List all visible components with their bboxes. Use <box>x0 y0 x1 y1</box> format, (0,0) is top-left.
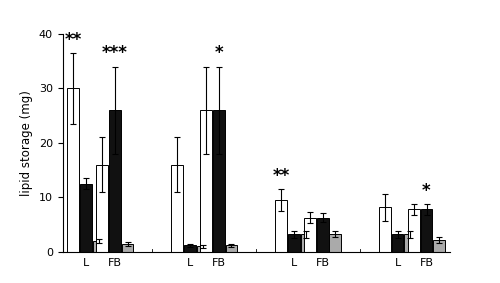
Bar <box>68 88 79 252</box>
Bar <box>213 110 224 252</box>
Bar <box>80 184 92 252</box>
Bar <box>109 110 121 252</box>
Bar <box>392 234 404 252</box>
Bar <box>330 234 341 252</box>
Y-axis label: lipid storage (mg): lipid storage (mg) <box>20 90 33 196</box>
Bar <box>96 165 108 252</box>
Bar <box>93 241 104 252</box>
Text: *: * <box>422 182 431 200</box>
Bar <box>172 165 183 252</box>
Bar <box>184 245 196 252</box>
Bar <box>275 200 287 252</box>
Bar <box>434 240 445 252</box>
Bar <box>404 234 416 252</box>
Bar <box>288 234 300 252</box>
Bar <box>379 207 391 252</box>
Bar <box>408 209 420 252</box>
Bar <box>226 245 237 252</box>
Bar <box>317 218 328 252</box>
Bar <box>196 246 208 252</box>
Bar <box>304 218 316 252</box>
Bar <box>300 234 312 252</box>
Text: **: ** <box>64 31 82 49</box>
Text: **: ** <box>272 167 289 185</box>
Text: *: * <box>214 44 223 62</box>
Bar <box>420 209 432 252</box>
Bar <box>122 244 134 252</box>
Text: ***: *** <box>102 44 128 62</box>
Bar <box>200 110 212 252</box>
